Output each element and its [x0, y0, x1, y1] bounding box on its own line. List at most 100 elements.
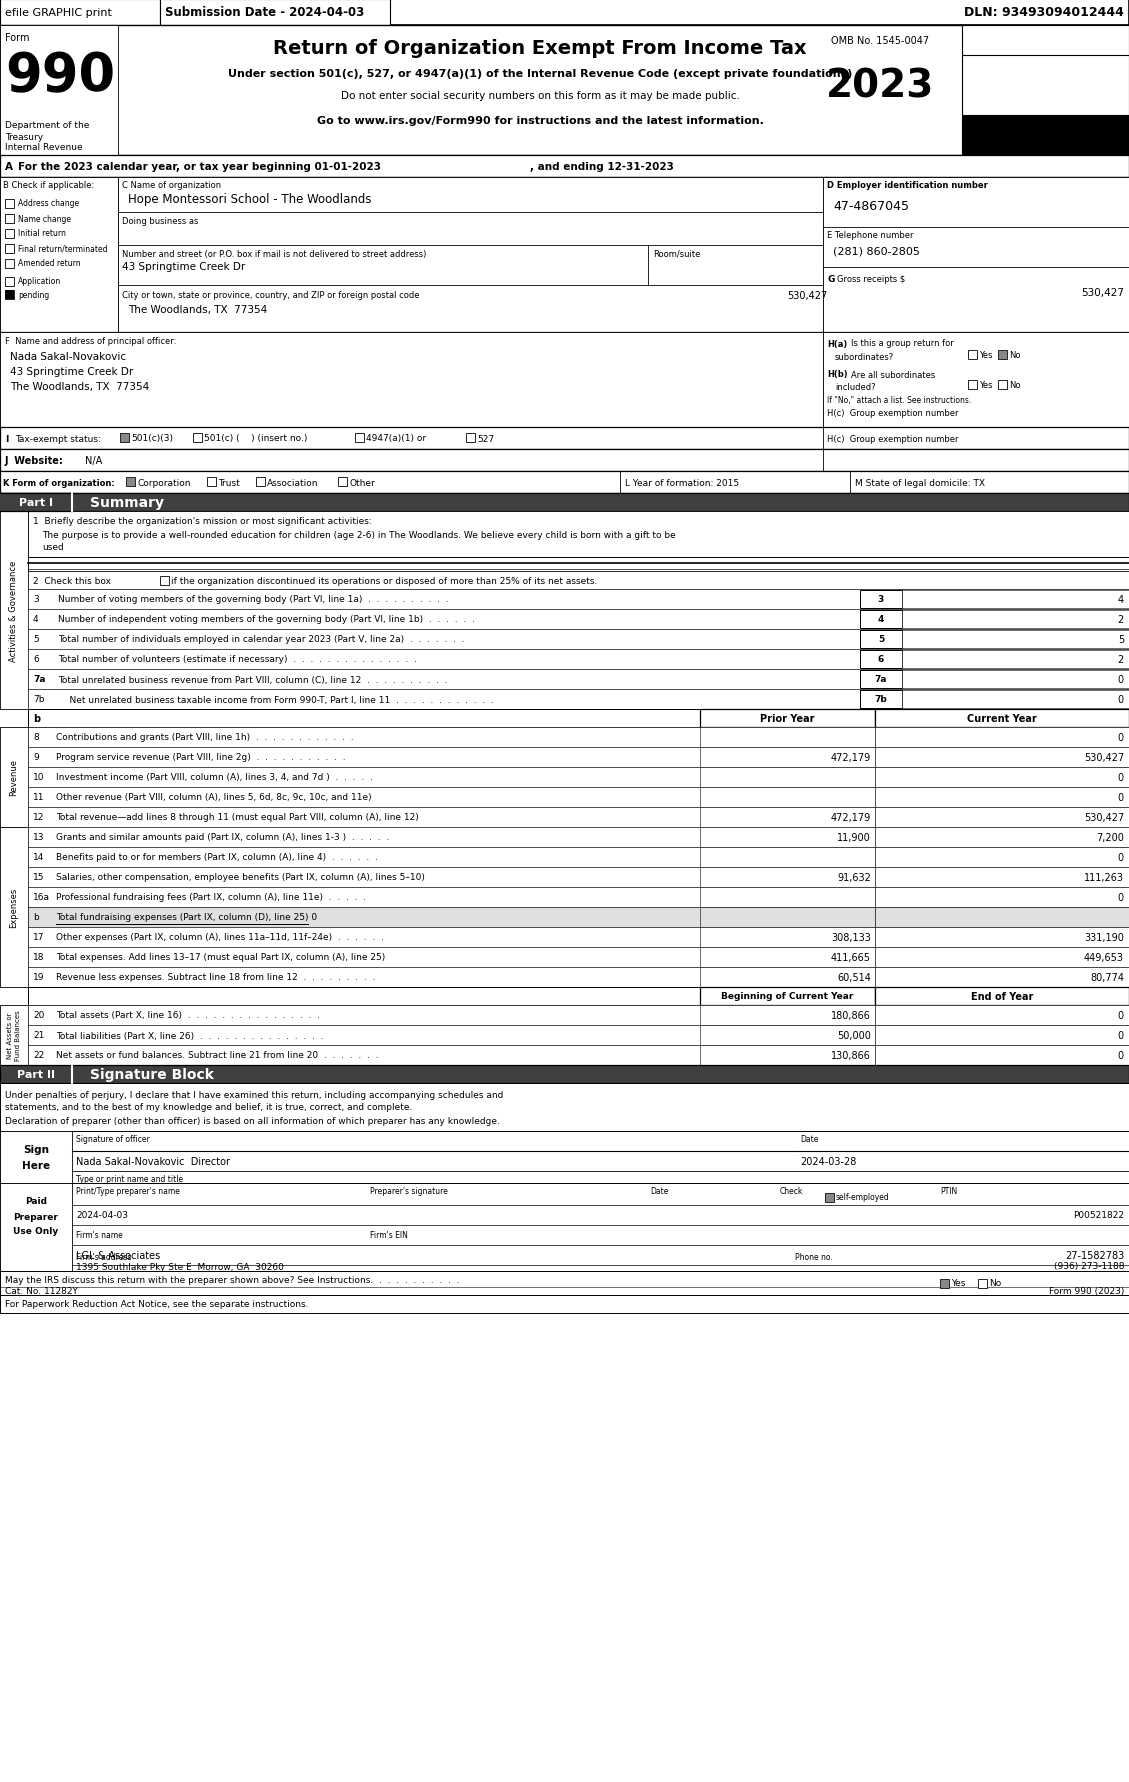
Text: 4947(a)(1) or: 4947(a)(1) or: [366, 435, 426, 444]
Bar: [0, 1296, 1129, 1313]
Bar: [338, 478, 347, 486]
Text: Total number of volunteers (estimate if necessary)  .  .  .  .  .  .  .  .  .  .: Total number of volunteers (estimate if …: [58, 656, 417, 665]
Text: 2: 2: [1118, 654, 1124, 665]
Bar: [875, 727, 1129, 748]
Text: 11,900: 11,900: [838, 832, 870, 843]
Bar: [825, 1194, 834, 1203]
Text: City or town, state or province, country, and ZIP or foreign postal code: City or town, state or province, country…: [122, 290, 420, 299]
Text: 4: 4: [33, 615, 38, 624]
Text: 2024-04-03: 2024-04-03: [76, 1210, 128, 1221]
Text: Here: Here: [21, 1160, 50, 1171]
Text: Doing business as: Doing business as: [122, 217, 199, 226]
Text: Part I: Part I: [19, 497, 53, 508]
Bar: [28, 848, 1129, 868]
Text: efile GRAPHIC print: efile GRAPHIC print: [5, 7, 112, 18]
Text: Check: Check: [780, 1187, 804, 1196]
Bar: [5, 290, 14, 299]
Text: 6: 6: [33, 656, 38, 665]
Bar: [207, 478, 216, 486]
Text: Total unrelated business revenue from Part VIII, column (C), line 12  .  .  .  .: Total unrelated business revenue from Pa…: [58, 675, 447, 684]
Bar: [875, 807, 1129, 827]
Text: Return of Organization Exempt From Income Tax: Return of Organization Exempt From Incom…: [273, 39, 807, 57]
Text: L Year of formation: 2015: L Year of formation: 2015: [625, 478, 739, 486]
Bar: [700, 887, 875, 907]
Text: Initial return: Initial return: [18, 230, 65, 239]
Bar: [126, 478, 134, 486]
Text: used: used: [42, 544, 63, 552]
Text: 91,632: 91,632: [837, 873, 870, 882]
Text: Inspection: Inspection: [848, 141, 912, 151]
Bar: [0, 827, 28, 987]
Text: Total number of individuals employed in calendar year 2023 (Part V, line 2a)  . : Total number of individuals employed in …: [58, 634, 464, 643]
Bar: [700, 1025, 875, 1046]
Text: Yes: Yes: [951, 1279, 965, 1288]
Text: 0: 0: [1118, 893, 1124, 902]
Bar: [875, 887, 1129, 907]
Bar: [466, 433, 475, 442]
Text: Total assets (Part X, line 16)  .  .  .  .  .  .  .  .  .  .  .  .  .  .  .  .: Total assets (Part X, line 16) . . . . .…: [56, 1010, 320, 1019]
Bar: [940, 1279, 948, 1288]
Text: Activities & Governance: Activities & Governance: [9, 560, 18, 661]
Text: Revenue less expenses. Subtract line 18 from line 12  .  .  .  .  .  .  .  .  .: Revenue less expenses. Subtract line 18 …: [56, 973, 375, 982]
Bar: [0, 1183, 72, 1271]
Bar: [28, 609, 1129, 629]
Bar: [160, 0, 390, 27]
Text: 411,665: 411,665: [831, 952, 870, 962]
Bar: [28, 1005, 1129, 1025]
Text: 180,866: 180,866: [831, 1010, 870, 1021]
Text: Net Assets or
Fund Balances: Net Assets or Fund Balances: [8, 1010, 20, 1060]
Text: End of Year: End of Year: [971, 991, 1033, 1001]
Text: 3: 3: [33, 595, 38, 604]
Text: , and ending 12-31-2023: , and ending 12-31-2023: [530, 162, 674, 171]
Bar: [5, 278, 14, 287]
Bar: [5, 200, 14, 208]
Bar: [0, 1132, 1129, 1183]
Text: 43 Springtime Creek Dr: 43 Springtime Creek Dr: [10, 367, 133, 376]
Text: self-employed: self-employed: [835, 1192, 890, 1201]
Bar: [700, 907, 875, 927]
Text: Contributions and grants (Part VIII, line 1h)  .  .  .  .  .  .  .  .  .  .  .  : Contributions and grants (Part VIII, lin…: [56, 732, 353, 741]
Bar: [0, 27, 1129, 155]
Bar: [0, 27, 119, 155]
Text: 0: 0: [1118, 732, 1124, 743]
Text: LGL & Associates: LGL & Associates: [76, 1251, 160, 1260]
Text: 501(c) (    ) (insert no.): 501(c) ( ) (insert no.): [204, 435, 307, 444]
Text: 331,190: 331,190: [1084, 932, 1124, 943]
Text: 3: 3: [878, 595, 884, 604]
Bar: [902, 631, 1129, 649]
Text: subordinates?: subordinates?: [835, 353, 894, 362]
Bar: [28, 727, 1129, 748]
Text: 530,427: 530,427: [1084, 752, 1124, 763]
Text: 0: 0: [1118, 675, 1124, 684]
Bar: [875, 848, 1129, 868]
Text: 47-4867045: 47-4867045: [833, 200, 909, 212]
Text: Professional fundraising fees (Part IX, column (A), line 11e)  .  .  .  .  .: Professional fundraising fees (Part IX, …: [56, 893, 366, 902]
Text: P00521822: P00521822: [1073, 1210, 1124, 1221]
Bar: [0, 333, 823, 428]
Text: (281) 860-2805: (281) 860-2805: [833, 248, 920, 257]
Bar: [968, 381, 977, 390]
Text: H(b): H(b): [828, 371, 848, 380]
Bar: [28, 948, 1129, 968]
Bar: [700, 1046, 875, 1066]
Text: 0: 0: [1118, 695, 1124, 704]
Text: Cat. No. 11282Y: Cat. No. 11282Y: [5, 1287, 78, 1296]
Text: 2024-03-28: 2024-03-28: [800, 1157, 857, 1167]
Bar: [940, 1279, 949, 1288]
Text: Form: Form: [5, 34, 29, 43]
Text: 1  Briefly describe the organization's mission or most significant activities:: 1 Briefly describe the organization's mi…: [33, 517, 371, 526]
Text: H(c)  Group exemption number: H(c) Group exemption number: [828, 408, 959, 417]
Text: Paid: Paid: [25, 1198, 47, 1206]
Text: if the organization discontinued its operations or disposed of more than 25% of : if the organization discontinued its ope…: [170, 576, 597, 584]
Bar: [875, 948, 1129, 968]
Text: 530,427: 530,427: [1080, 289, 1124, 298]
Text: Date: Date: [800, 1135, 819, 1144]
Text: The purpose is to provide a well-rounded education for children (age 2-6) in The: The purpose is to provide a well-rounded…: [42, 531, 676, 540]
Bar: [0, 1005, 28, 1066]
Text: 501(c)(3): 501(c)(3): [131, 435, 173, 444]
Bar: [0, 428, 1129, 449]
Text: Do not enter social security numbers on this form as it may be made public.: Do not enter social security numbers on …: [341, 91, 739, 102]
Text: Hope Montessori School - The Woodlands: Hope Montessori School - The Woodlands: [128, 194, 371, 207]
Text: Signature Block: Signature Block: [90, 1067, 213, 1082]
Text: 60,514: 60,514: [837, 973, 870, 982]
